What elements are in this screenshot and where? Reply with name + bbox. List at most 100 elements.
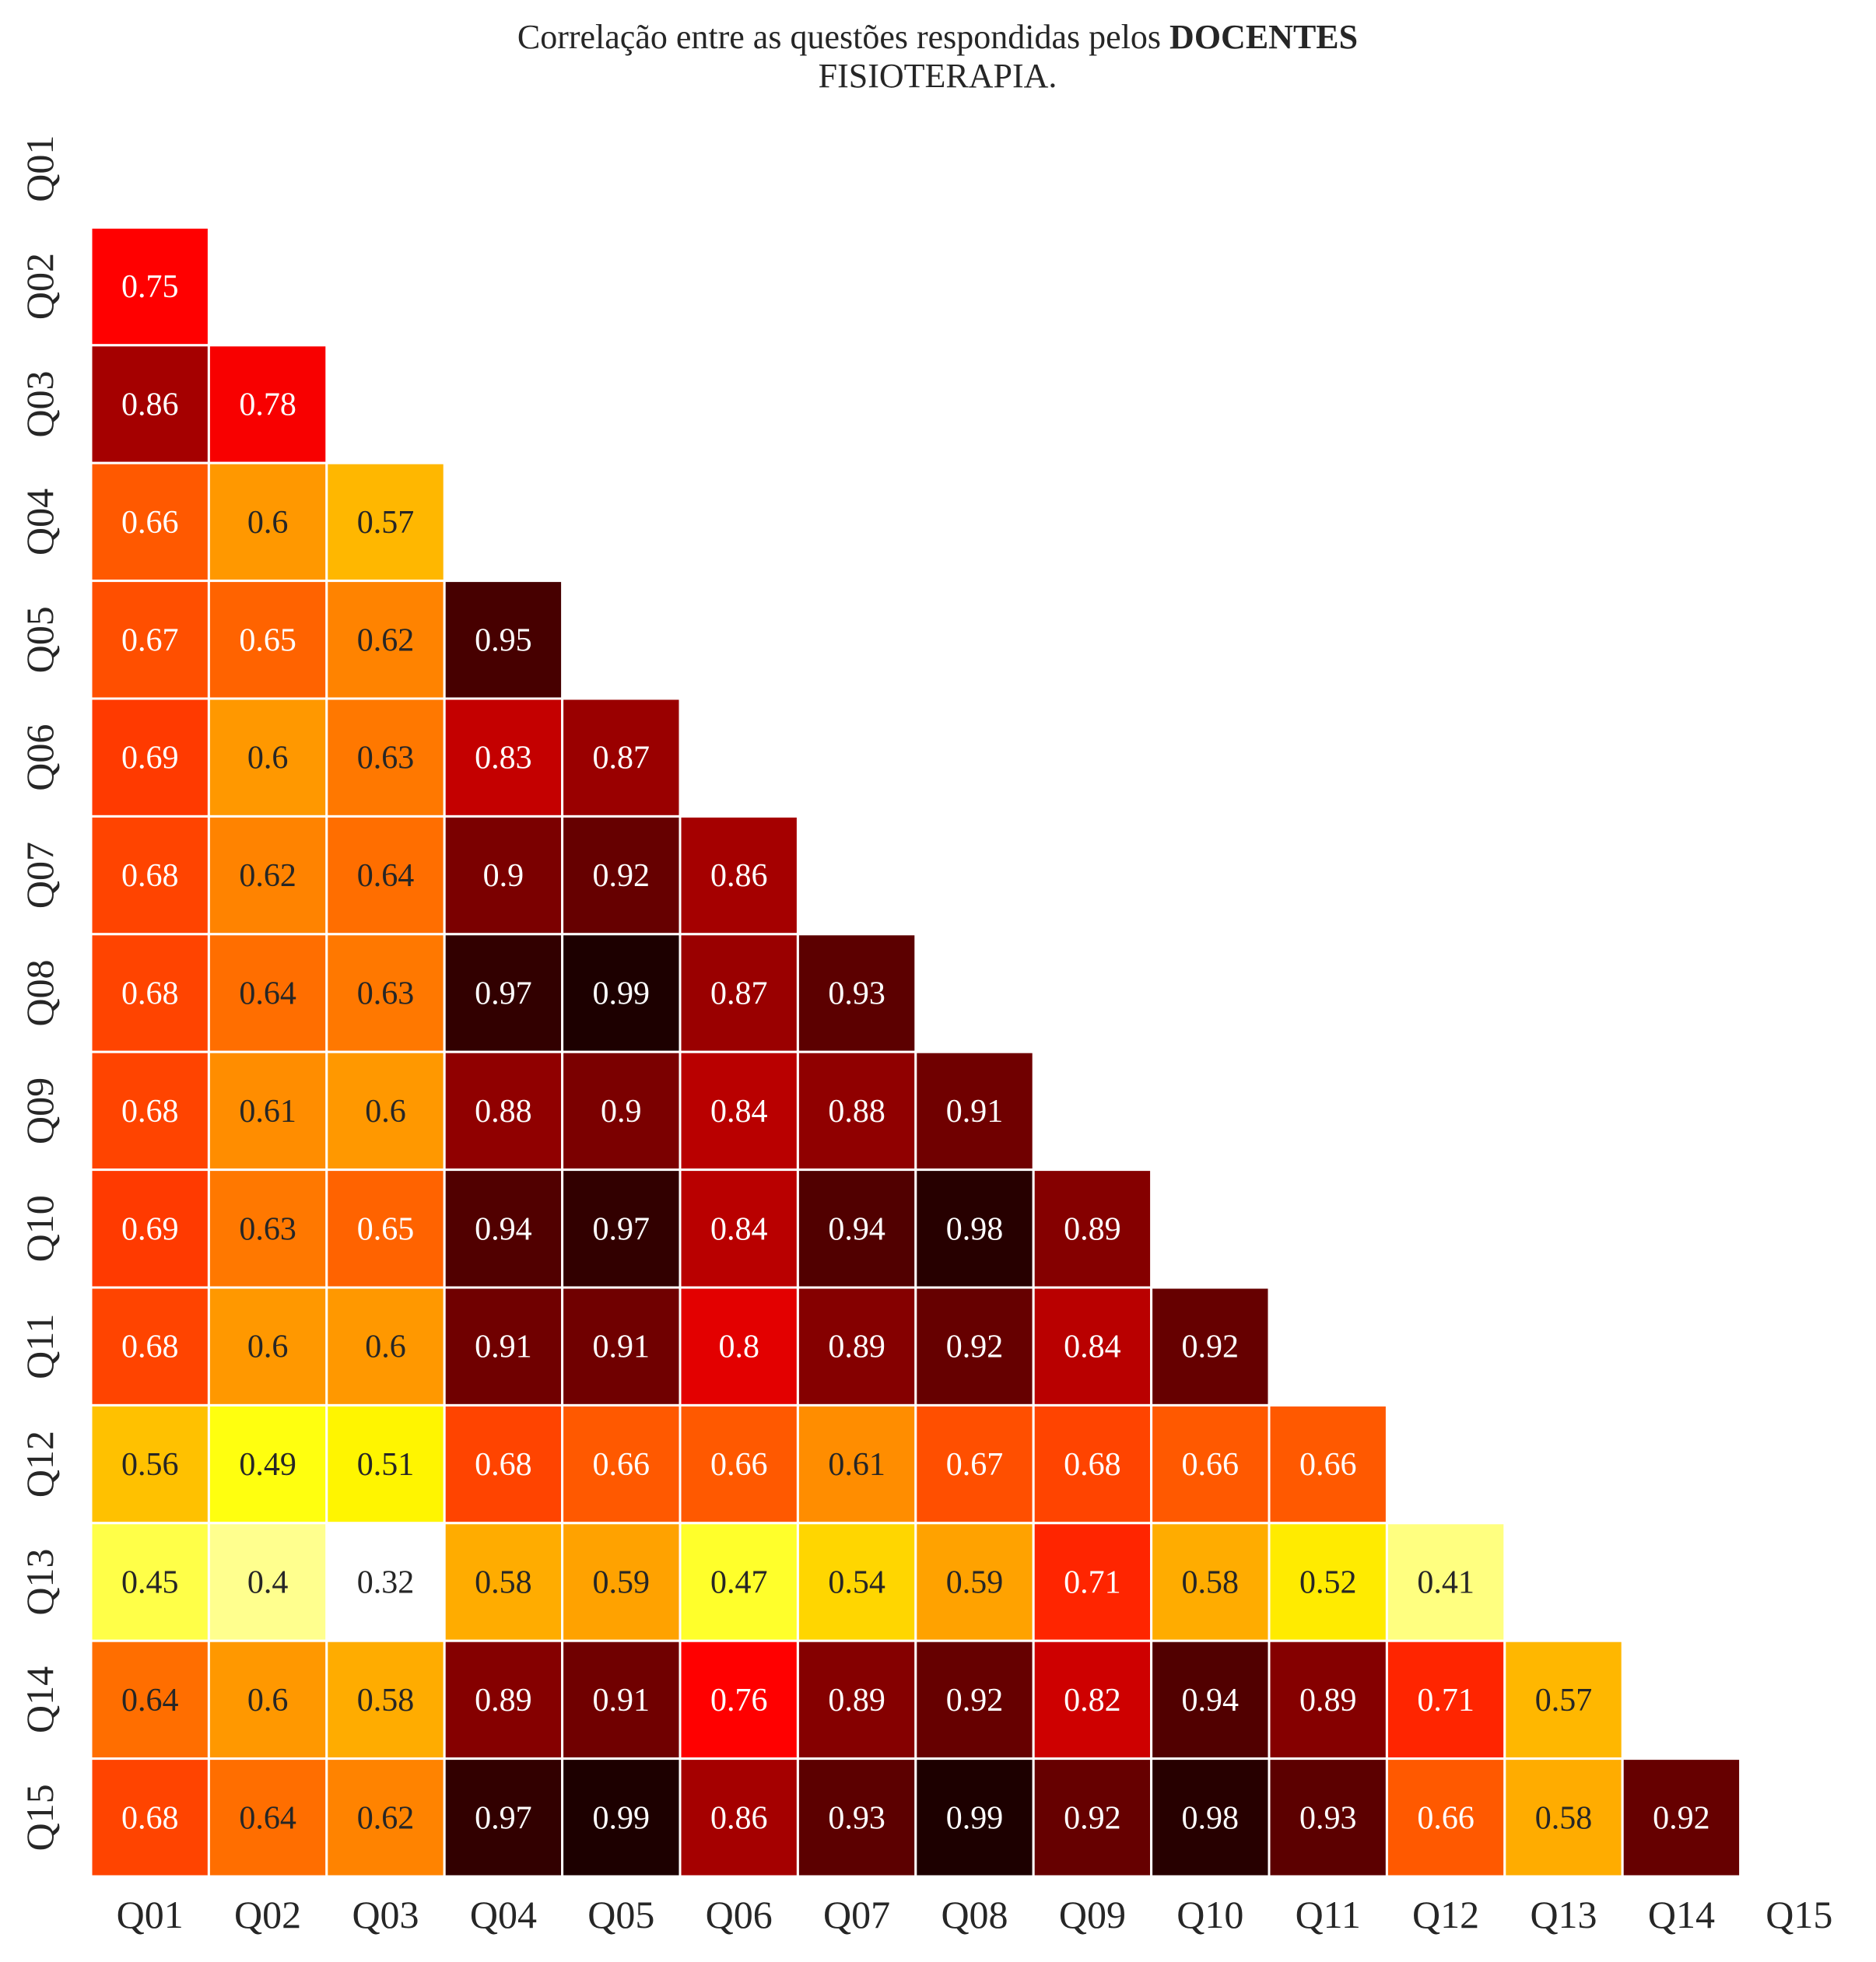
heatmap-cell-labels: 0.75 0.86 0.78 0.66 0.6 0.57 0.67 0.65 0.62 0.95 0… [121, 269, 1710, 1836]
heatmap-cell-Q04-Q03 [325, 461, 446, 583]
cell-value-Q14-Q12: 0.71 [1417, 1683, 1475, 1719]
heatmap-cell-Q02-Q01 [89, 226, 210, 347]
cell-value-Q07-Q04: 0.9 [483, 858, 524, 894]
heatmap-cell-Q11-Q04 [443, 1286, 564, 1407]
cell-value-Q11-Q02: 0.6 [247, 1330, 289, 1365]
y-tick-label-Q13: Q13 [18, 1548, 61, 1615]
cell-value-Q12-Q11: 0.66 [1299, 1447, 1357, 1483]
y-tick-label-Q09: Q09 [18, 1077, 61, 1144]
heatmap-cell-Q11-Q09 [1032, 1286, 1153, 1407]
cell-value-Q09-Q05: 0.9 [601, 1094, 642, 1130]
cell-value-Q02-Q01: 0.75 [121, 269, 179, 305]
cell-value-Q09-Q03: 0.6 [365, 1094, 406, 1130]
cell-value-Q13-Q08: 0.59 [946, 1565, 1004, 1601]
cell-value-Q11-Q05: 0.91 [593, 1330, 650, 1365]
cell-value-Q03-Q01: 0.86 [121, 387, 179, 423]
heatmap-cell-Q08-Q07 [796, 933, 917, 1053]
cell-value-Q09-Q01: 0.68 [121, 1094, 179, 1130]
cell-value-Q10-Q09: 0.89 [1064, 1211, 1121, 1247]
cell-value-Q11-Q04: 0.91 [475, 1330, 532, 1365]
y-tick-label-Q04: Q04 [18, 489, 61, 555]
heatmap-cell-Q11-Q02 [207, 1286, 328, 1407]
heatmap-cell-Q14-Q07 [796, 1639, 917, 1761]
cell-value-Q12-Q05: 0.66 [593, 1447, 650, 1483]
chart-title: Correlação entre as questões respondidas… [517, 18, 1358, 56]
x-tick-label-Q11: Q11 [1296, 1893, 1361, 1936]
cell-value-Q11-Q10: 0.92 [1182, 1330, 1240, 1365]
heatmap-cell-Q12-Q11 [1268, 1403, 1388, 1525]
heatmap-cell-Q15-Q13 [1503, 1757, 1624, 1878]
heatmap-cell-Q05-Q02 [207, 580, 328, 700]
cell-value-Q08-Q06: 0.87 [710, 976, 768, 1012]
cell-value-Q07-Q02: 0.62 [239, 858, 296, 894]
heatmap-cell-Q14-Q13 [1503, 1639, 1624, 1761]
cell-value-Q14-Q07: 0.89 [828, 1683, 885, 1719]
x-axis-tick-labels: Q01 Q02 Q03 Q04 Q05 Q06 Q07 Q08 Q09 Q10 Q11 Q12 Q13 Q… [117, 1893, 1833, 1936]
cell-value-Q08-Q02: 0.64 [239, 976, 296, 1012]
heatmap-cell-Q10-Q03 [325, 1168, 446, 1289]
cell-value-Q15-Q13: 0.58 [1535, 1800, 1593, 1836]
heatmap-cell-Q12-Q01 [89, 1403, 210, 1525]
heatmap-cell-Q09-Q01 [89, 1050, 210, 1172]
heatmap-cell-Q14-Q11 [1268, 1639, 1388, 1761]
y-tick-label-Q11: Q11 [18, 1314, 61, 1379]
cell-value-Q13-Q12: 0.41 [1417, 1565, 1475, 1601]
cell-value-Q11-Q09: 0.84 [1064, 1330, 1121, 1365]
heatmap-cell-Q14-Q03 [325, 1639, 446, 1761]
cell-value-Q05-Q04: 0.95 [475, 622, 532, 658]
cell-value-Q14-Q10: 0.94 [1182, 1683, 1240, 1719]
cell-value-Q14-Q06: 0.76 [710, 1683, 768, 1719]
cell-value-Q08-Q04: 0.97 [475, 976, 532, 1012]
heatmap-cell-Q14-Q06 [679, 1639, 799, 1761]
cell-value-Q15-Q10: 0.98 [1182, 1800, 1240, 1836]
cell-value-Q15-Q08: 0.99 [946, 1800, 1004, 1836]
heatmap-cell-Q11-Q06 [679, 1286, 799, 1407]
heatmap-cell-Q15-Q04 [443, 1757, 564, 1878]
cell-value-Q04-Q01: 0.66 [121, 505, 179, 541]
heatmap-cell-Q07-Q04 [443, 815, 564, 936]
cell-value-Q12-Q10: 0.66 [1182, 1447, 1240, 1483]
heatmap-cell-Q13-Q04 [443, 1522, 564, 1642]
heatmap-cell-Q09-Q03 [325, 1050, 446, 1172]
cell-value-Q13-Q09: 0.71 [1064, 1565, 1121, 1601]
x-tick-label-Q01: Q01 [117, 1893, 184, 1936]
heatmap-cell-Q13-Q08 [914, 1522, 1035, 1642]
cell-value-Q13-Q10: 0.58 [1182, 1565, 1240, 1601]
heatmap-cell-Q13-Q11 [1268, 1522, 1388, 1642]
cell-value-Q14-Q13: 0.57 [1535, 1683, 1593, 1719]
y-tick-label-Q06: Q06 [18, 724, 61, 791]
cell-value-Q12-Q09: 0.68 [1064, 1447, 1121, 1483]
cell-value-Q15-Q14: 0.92 [1653, 1800, 1710, 1836]
heatmap-cell-Q15-Q05 [561, 1757, 682, 1878]
heatmap-cell-Q07-Q06 [679, 815, 799, 936]
cell-value-Q06-Q05: 0.87 [593, 741, 650, 776]
cell-value-Q09-Q08: 0.91 [946, 1094, 1004, 1130]
heatmap-cell-Q15-Q02 [207, 1757, 328, 1878]
cell-value-Q14-Q02: 0.6 [247, 1683, 289, 1719]
heatmap-cell-Q03-Q01 [89, 344, 210, 464]
cell-value-Q11-Q06: 0.8 [718, 1330, 759, 1365]
cell-value-Q10-Q01: 0.69 [121, 1211, 179, 1247]
cell-value-Q03-Q02: 0.78 [239, 387, 296, 423]
cell-value-Q04-Q03: 0.57 [357, 505, 415, 541]
cell-value-Q13-Q06: 0.47 [710, 1565, 768, 1601]
cell-value-Q15-Q06: 0.86 [710, 1800, 768, 1836]
heatmap-cell-Q15-Q07 [796, 1757, 917, 1878]
heatmap-cell-Q10-Q04 [443, 1168, 564, 1289]
heatmap-cell-Q13-Q06 [679, 1522, 799, 1642]
y-tick-label-Q10: Q10 [18, 1195, 61, 1262]
cell-value-Q15-Q04: 0.97 [475, 1800, 532, 1836]
heatmap-cell-Q12-Q09 [1032, 1403, 1153, 1525]
chart-title-bold: DOCENTES [1169, 18, 1358, 56]
y-tick-label-Q02: Q02 [18, 253, 61, 320]
heatmap-cell-Q13-Q02 [207, 1522, 328, 1642]
heatmap-cell-Q12-Q06 [679, 1403, 799, 1525]
heatmap-cell-Q11-Q05 [561, 1286, 682, 1407]
heatmap-cell-Q15-Q11 [1268, 1757, 1388, 1878]
heatmap-cell-Q13-Q03 [325, 1522, 446, 1642]
heatmap-cell-Q14-Q04 [443, 1639, 564, 1761]
y-tick-label-Q07: Q07 [18, 842, 61, 909]
cell-value-Q14-Q08: 0.92 [946, 1683, 1004, 1719]
cell-value-Q06-Q02: 0.6 [247, 741, 289, 776]
